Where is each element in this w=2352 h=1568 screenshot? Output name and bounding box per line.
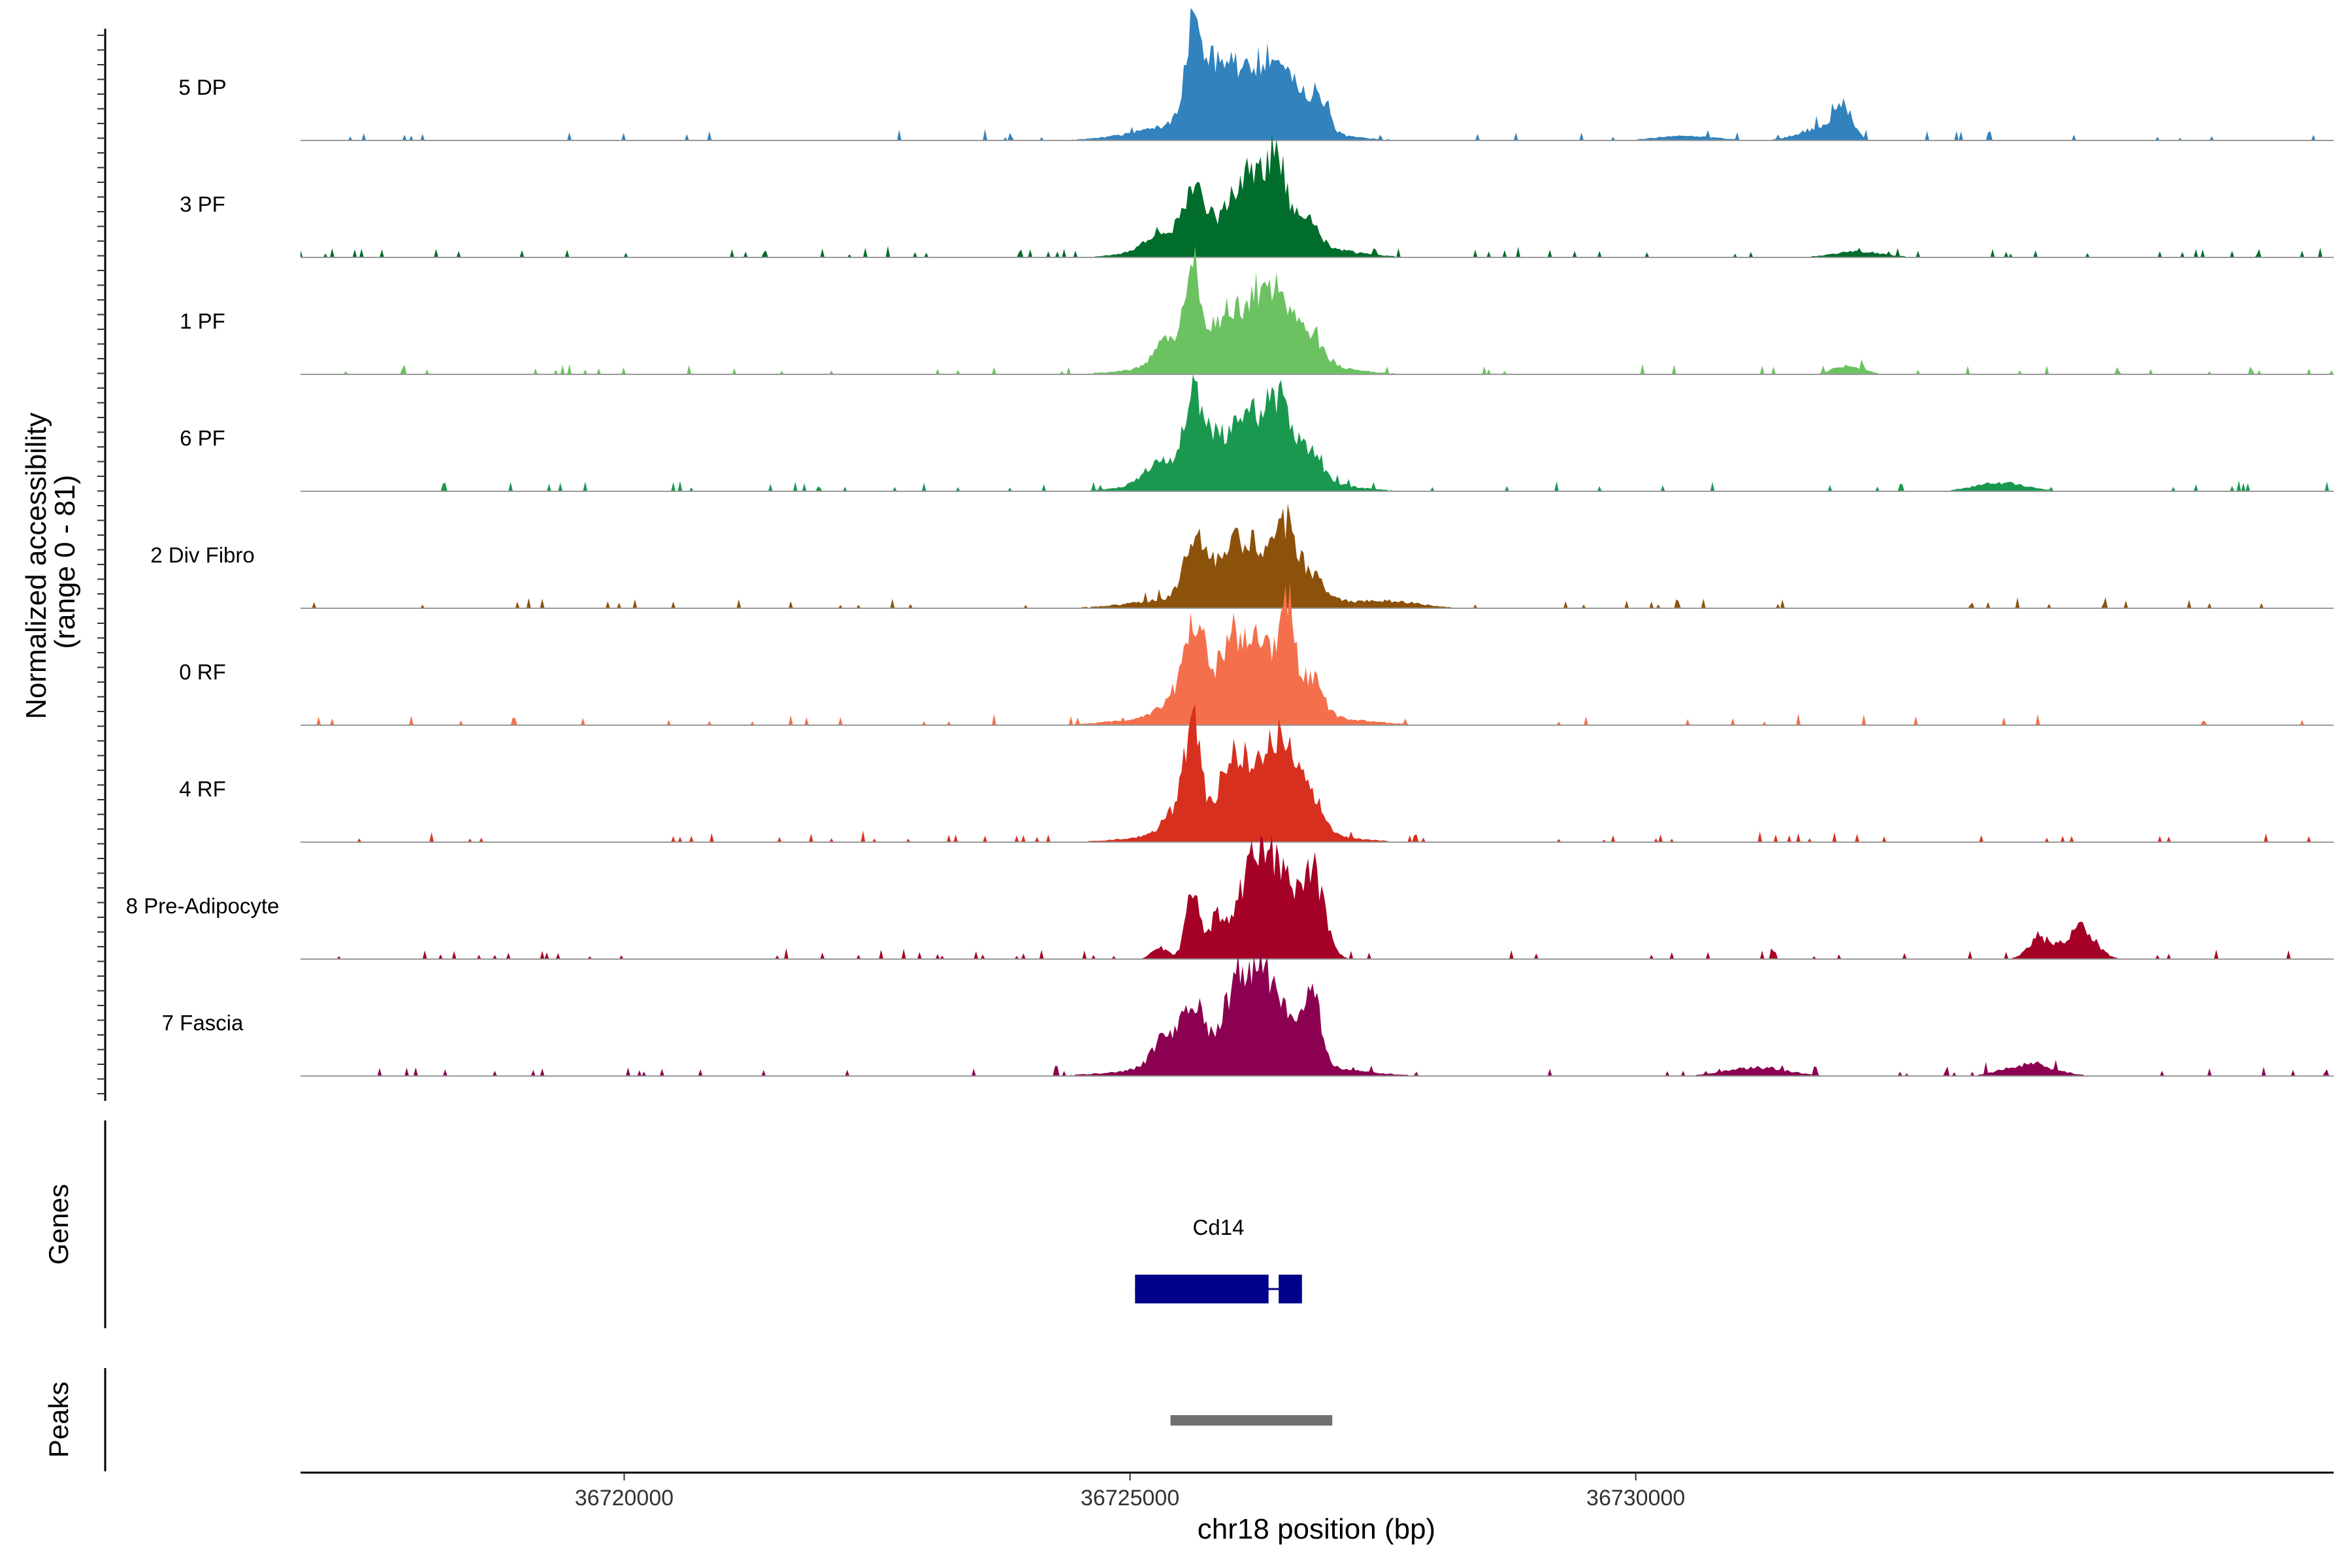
track-label-6: 4 RF (179, 777, 226, 801)
track-area-3 (301, 374, 2334, 491)
gene-exon-0 (1135, 1275, 1269, 1303)
track-label-2: 1 PF (180, 309, 225, 333)
gene-0: Cd14 (1135, 1215, 1302, 1303)
track-label-8: 7 Fascia (162, 1011, 244, 1035)
y-axis-title: Normalized accessibility (range 0 - 81) (20, 404, 81, 719)
track-area-8 (301, 951, 2334, 1076)
track-area-0 (301, 8, 2334, 140)
track-area-4 (301, 503, 2334, 608)
track-0: 5 DP (178, 8, 2334, 141)
gene-label: Cd14 (1193, 1215, 1245, 1239)
track-label-3: 6 PF (180, 426, 225, 450)
track-area-2 (301, 246, 2334, 374)
track-5: 0 RF (179, 581, 2334, 726)
track-4: 2 Div Fibro (150, 503, 2334, 609)
track-area-6 (301, 704, 2334, 842)
peak-layer (1170, 1415, 1333, 1426)
track-label-4: 2 Div Fibro (150, 543, 255, 567)
track-2: 1 PF (180, 246, 2334, 375)
y-axis (97, 29, 106, 1101)
gene-layer: Cd14 (1135, 1215, 1302, 1303)
track-label-7: 8 Pre-Adipocyte (126, 894, 280, 918)
y-axis-title-line2: (range 0 - 81) (49, 475, 81, 649)
accessibility-tracks: 5 DP 3 PF 1 PF 6 PF 2 Div Fibro 0 RF 4 RF 8 Pre… (126, 8, 2334, 1077)
track-8: 7 Fascia (162, 951, 2334, 1077)
track-3: 6 PF (180, 374, 2334, 492)
track-label-0: 5 DP (178, 75, 226, 99)
track-6: 4 RF (179, 704, 2334, 843)
track-7: 8 Pre-Adipocyte (126, 835, 2334, 960)
peaks-panel: Peaks (43, 1368, 106, 1471)
y-axis-title-line1: Normalized accessibility (20, 412, 52, 719)
x-tick-label-2: 36730000 (1586, 1486, 1685, 1511)
track-area-5 (301, 581, 2334, 725)
x-axis-title: chr18 position (bp) (1198, 1513, 1435, 1545)
track-label-5: 0 RF (179, 660, 226, 684)
genes-panel: Genes (43, 1120, 106, 1328)
peaks-panel-title: Peaks (43, 1382, 74, 1458)
x-tick-label-0: 36720000 (575, 1486, 674, 1511)
track-area-7 (301, 835, 2334, 959)
track-label-1: 3 PF (180, 192, 225, 216)
peak-region-0 (1170, 1415, 1333, 1426)
track-1: 3 PF (180, 134, 2334, 258)
gene-exon-1 (1279, 1275, 1302, 1303)
track-area-1 (301, 134, 2334, 257)
x-tick-label-1: 36725000 (1081, 1486, 1179, 1511)
genes-panel-title: Genes (43, 1184, 74, 1265)
x-axis: 36720000 36725000 36730000 (301, 1471, 2334, 1511)
